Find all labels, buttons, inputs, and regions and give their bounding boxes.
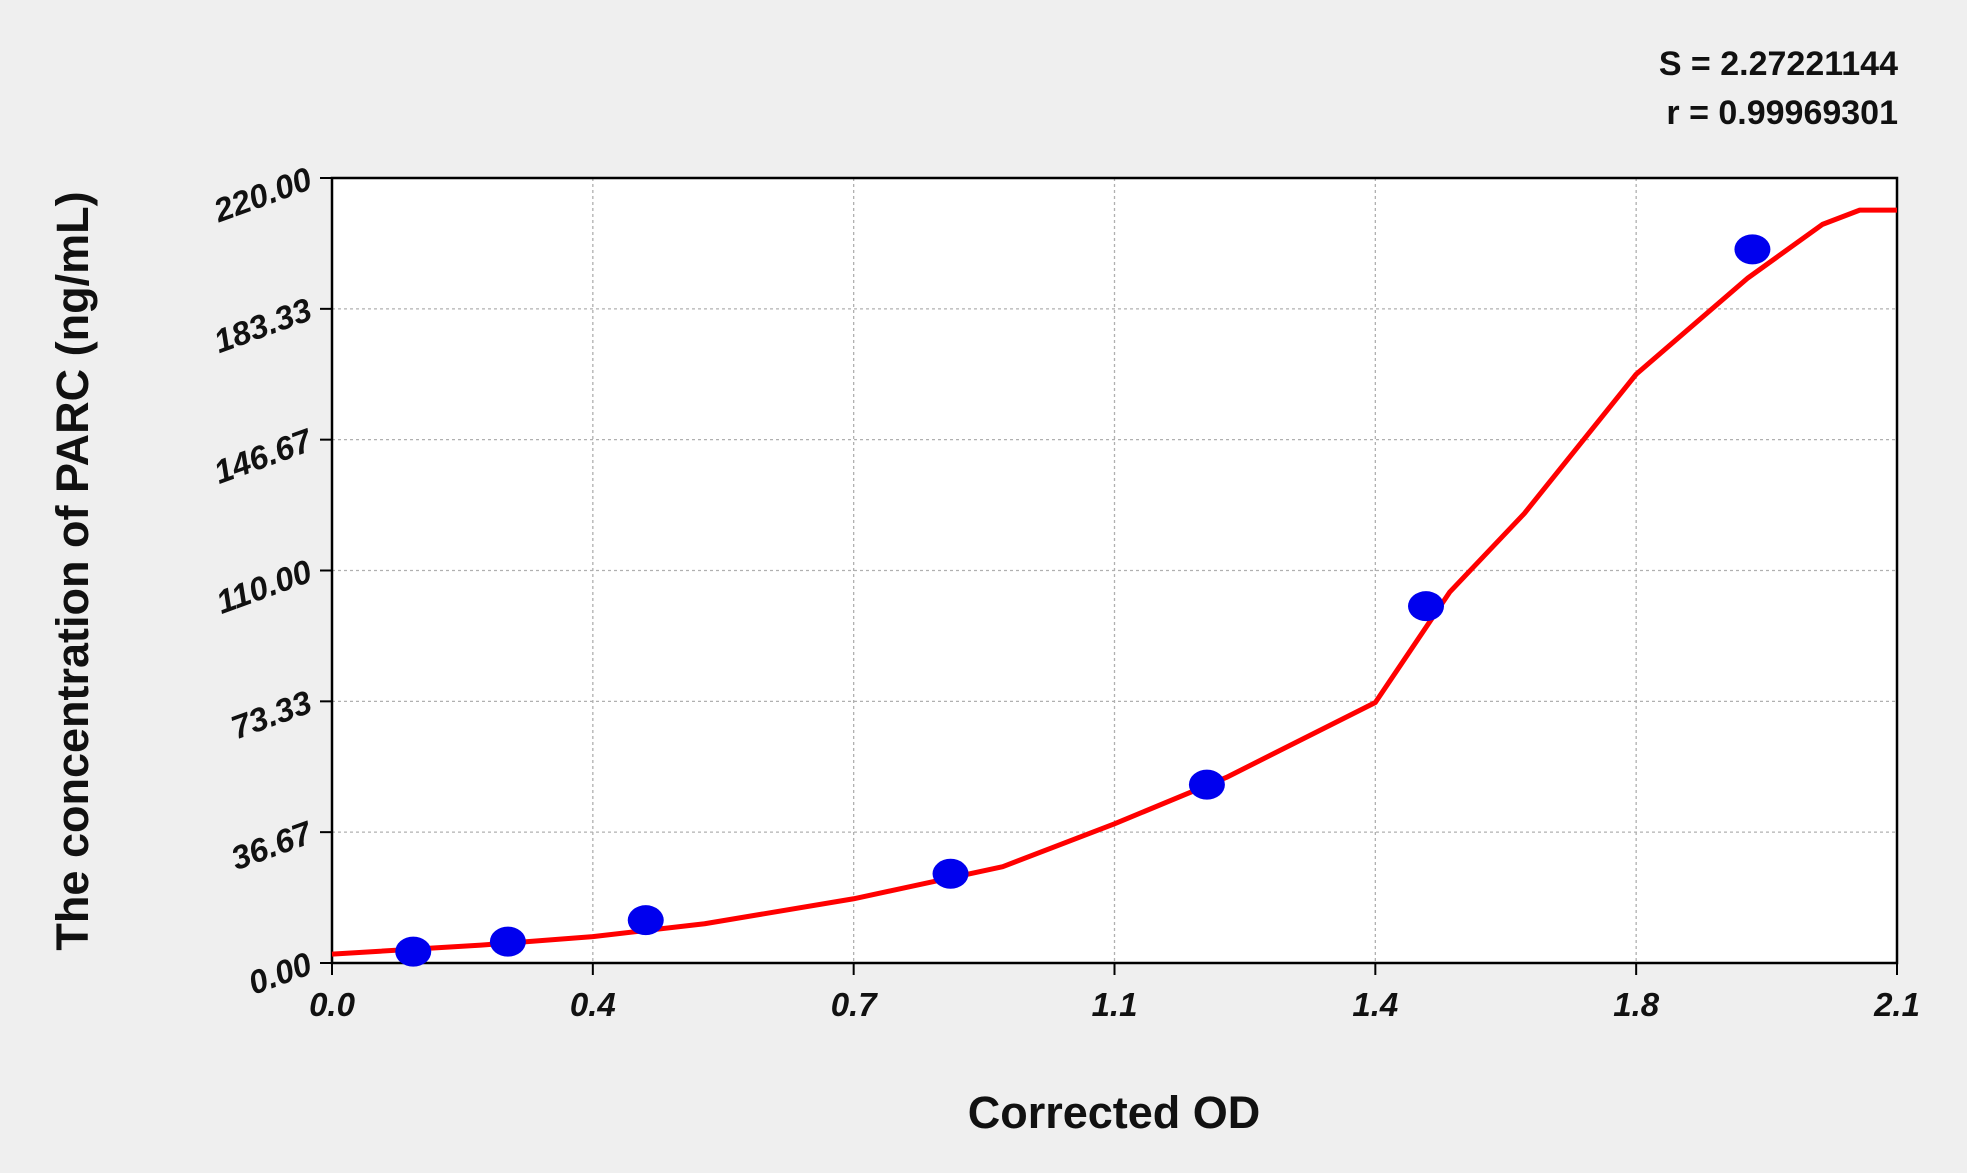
x-tick-label: 1.4 bbox=[1352, 986, 1398, 1023]
data-point bbox=[932, 858, 969, 889]
annotation: S = 2.27221144 bbox=[1659, 45, 1898, 83]
data-point bbox=[489, 926, 526, 957]
data-point bbox=[1188, 769, 1225, 800]
data-point bbox=[1408, 591, 1445, 622]
annotation: r = 0.99969301 bbox=[1666, 94, 1898, 132]
data-point bbox=[1734, 234, 1771, 265]
y-axis-title: The concentration of PARC (ng/mL) bbox=[47, 191, 98, 950]
data-point bbox=[627, 905, 664, 936]
x-axis-title: Corrected OD bbox=[968, 1087, 1261, 1138]
x-tick-label: 2.1 bbox=[1873, 986, 1920, 1023]
x-tick-label: 1.1 bbox=[1092, 986, 1138, 1023]
x-tick-label: 0.4 bbox=[570, 986, 616, 1023]
plot-frame bbox=[330, 176, 1899, 965]
x-tick-label: 0.0 bbox=[309, 986, 356, 1023]
x-tick-label: 1.8 bbox=[1613, 986, 1660, 1023]
x-tick-label: 0.7 bbox=[831, 986, 879, 1023]
data-point bbox=[395, 936, 432, 967]
